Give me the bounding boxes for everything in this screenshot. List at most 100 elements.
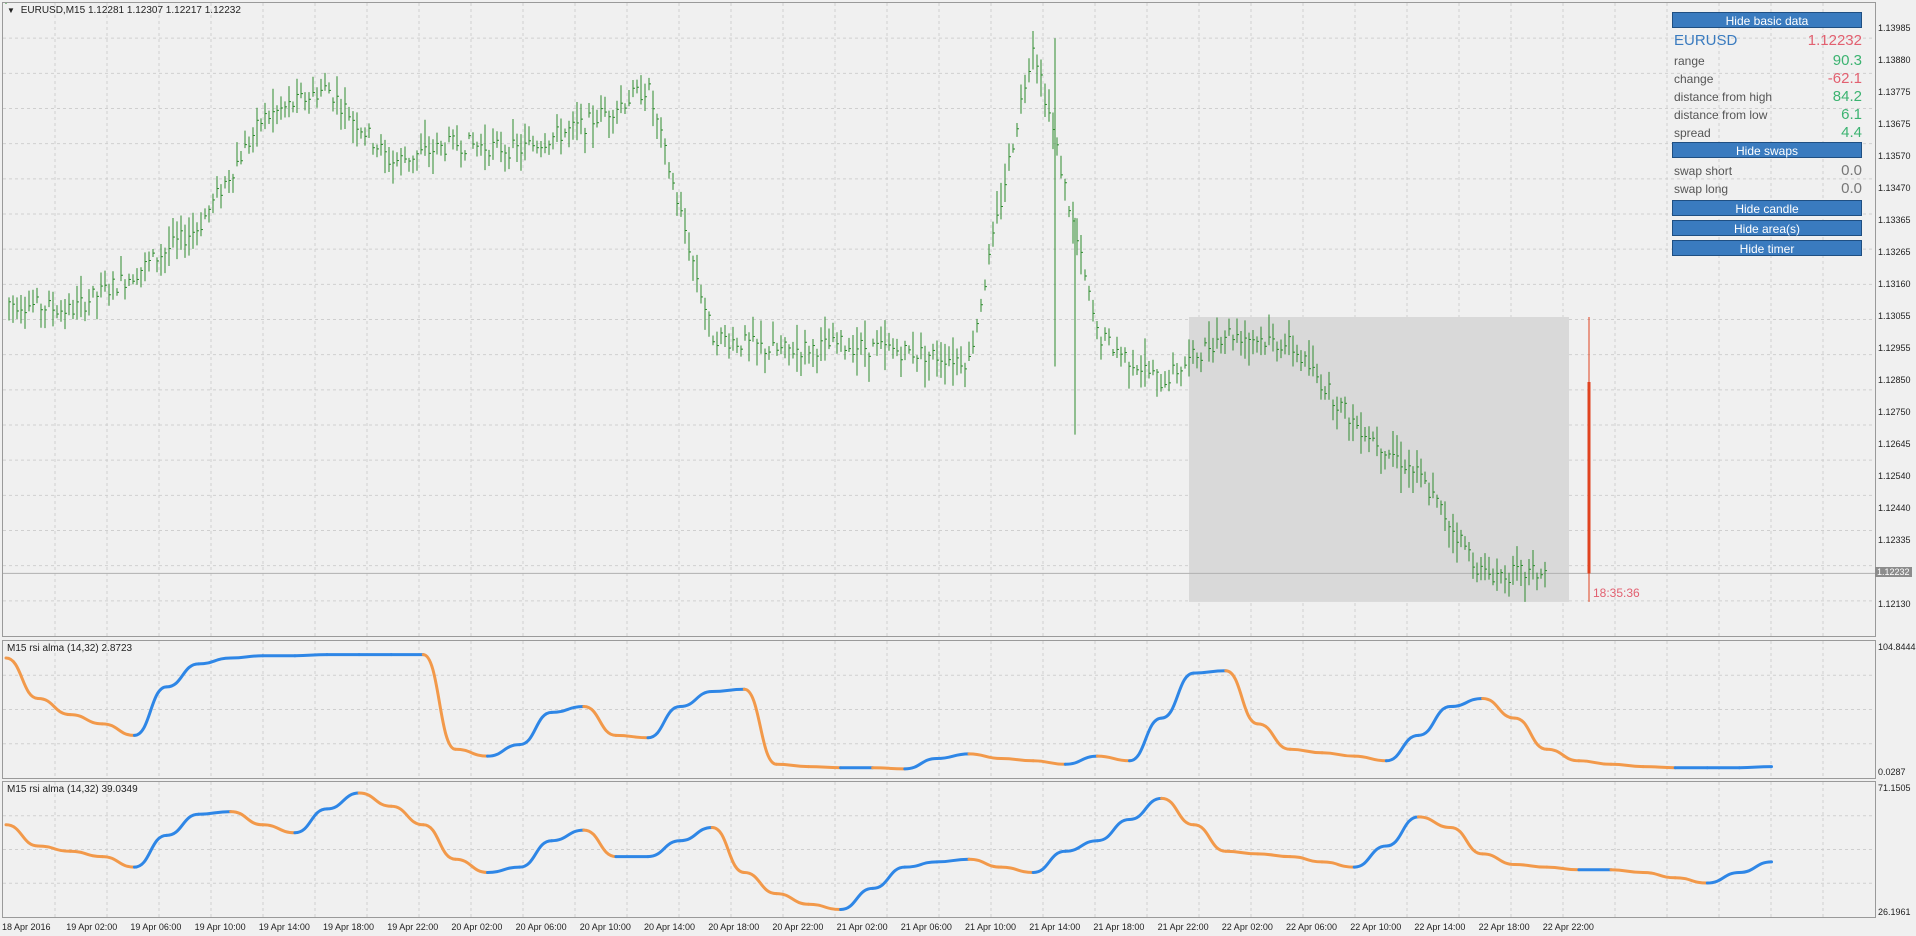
ohlc-values: 1.12281 1.12307 1.12217 1.12232: [87, 5, 241, 16]
rsi-segment: [1609, 762, 1645, 769]
price-tick: 1.12130: [1878, 599, 1911, 609]
info-row-distance-from-high: distance from high 84.2: [1672, 88, 1864, 106]
grid: [3, 782, 1875, 917]
rsi-segment: [999, 756, 1035, 763]
rsi-segment: [710, 687, 746, 694]
rsi-segment: [1737, 860, 1773, 874]
price-tick: 1.12440: [1878, 503, 1911, 513]
price-axis[interactable]: 104.8444 0.0287 71.1505 26.1961 1.13985 1…: [1874, 0, 1916, 920]
hide-areas-button[interactable]: Hide area(s): [1672, 220, 1862, 236]
rsi-segment: [1513, 863, 1549, 869]
swap-value: 0.0: [1841, 180, 1862, 197]
rsi-segment: [839, 886, 875, 912]
price-tick: 1.13675: [1878, 119, 1911, 129]
rsi-segment: [1256, 722, 1292, 751]
rsi-segment: [967, 857, 1003, 869]
current-price: 1.12232: [1807, 32, 1862, 49]
symbol-timeframe: EURUSD,M15: [20, 5, 86, 16]
rsi-segment: [742, 687, 778, 766]
swap-label: swap short: [1674, 164, 1733, 178]
rsi-segment: [678, 690, 714, 709]
rsi-segment: [614, 733, 650, 740]
rsi1-axis-top: 104.8444: [1878, 642, 1916, 652]
rsi-segment: [1320, 751, 1356, 758]
rsi-segment: [1095, 818, 1131, 843]
time-axis[interactable]: 18 Apr 2016 19 Apr 02:00 19 Apr 06:00 19 Ap…: [2, 918, 1874, 936]
rsi-label-1: M15 rsi alma (14,32) 2.8723: [7, 643, 133, 654]
time-tick: 21 Apr 18:00: [1093, 922, 1145, 932]
rsi-segment: [550, 828, 586, 843]
rsi-segment: [1577, 759, 1613, 766]
rsi-segment: [1224, 849, 1260, 856]
price-tick: 1.13775: [1878, 87, 1911, 97]
hide-timer-button[interactable]: Hide timer: [1672, 240, 1862, 256]
rsi1-axis-bottom: 0.0287: [1878, 767, 1906, 777]
time-tick: 21 Apr 14:00: [1029, 922, 1081, 932]
swap-label: swap long: [1674, 182, 1729, 196]
info-row-distance-from-low: distance from low 6.1: [1672, 106, 1864, 124]
rsi-segment: [646, 705, 682, 740]
rsi-chart-2[interactable]: [3, 782, 1875, 917]
hide-swaps-button[interactable]: Hide swaps: [1672, 142, 1862, 158]
price-tick: 1.13570: [1878, 151, 1911, 161]
info-value: 84.2: [1832, 88, 1862, 105]
collapse-triangle-icon[interactable]: ▼: [7, 6, 15, 15]
rsi-segment: [871, 766, 907, 771]
rsi-segment: [1641, 870, 1677, 880]
hide-basic-data-button[interactable]: Hide basic data: [1672, 12, 1862, 28]
time-tick: 21 Apr 02:00: [836, 922, 888, 932]
rsi-segment: [4, 823, 40, 848]
rsi-segment: [132, 685, 168, 737]
rsi-segment: [518, 839, 554, 869]
price-chart-pane[interactable]: ▼ EURUSD,M15 1.12281 1.12307 1.12217 1.1…: [2, 2, 1876, 637]
rsi-segment: [582, 705, 618, 737]
rsi2-axis-bottom: 26.1961: [1878, 907, 1911, 917]
candle-timer: 18:35:36: [1593, 586, 1640, 600]
rsi-segment: [518, 710, 554, 747]
price-tick: 1.12540: [1878, 471, 1911, 481]
rsi-segment: [293, 807, 329, 835]
time-tick: 18 Apr 2016: [2, 922, 51, 932]
time-tick: 19 Apr 18:00: [323, 922, 375, 932]
rsi-chart-1[interactable]: [3, 641, 1875, 778]
price-chart[interactable]: [3, 3, 1875, 636]
price-tick: 1.12850: [1878, 375, 1911, 385]
time-tick: 22 Apr 02:00: [1221, 922, 1273, 932]
rsi-segment: [100, 722, 136, 737]
price-tick: 1.13985: [1878, 23, 1911, 33]
time-tick: 21 Apr 10:00: [965, 922, 1017, 932]
time-tick: 21 Apr 06:00: [900, 922, 952, 932]
info-panel: Hide basic data EURUSD 1.12232 range 90.3…: [1672, 12, 1864, 260]
rsi-segment: [229, 654, 265, 660]
rsi-pane-2[interactable]: M15 rsi alma (14,32) 39.0349: [2, 781, 1876, 918]
rsi-segment: [1641, 765, 1677, 770]
rsi-segment: [1095, 754, 1131, 763]
symbol-row: EURUSD 1.12232: [1672, 32, 1864, 52]
hide-candle-button[interactable]: Hide candle: [1672, 200, 1862, 216]
rsi-segment: [742, 870, 778, 896]
rsi-segment: [999, 865, 1035, 874]
rsi-segment: [4, 656, 40, 700]
rsi-segment: [229, 810, 265, 827]
rsi-segment: [1128, 796, 1164, 822]
rsi-segment: [774, 762, 810, 769]
rsi-pane-1[interactable]: M15 rsi alma (14,32) 2.8723: [2, 640, 1876, 779]
rsi-segment: [1256, 852, 1292, 859]
time-tick: 22 Apr 14:00: [1414, 922, 1466, 932]
rsi-segment: [646, 839, 682, 859]
price-tick: 1.13265: [1878, 247, 1911, 257]
time-tick: 22 Apr 18:00: [1478, 922, 1530, 932]
rsi-segment: [1384, 733, 1420, 763]
rsi-segment: [1513, 716, 1549, 751]
rsi-segment: [453, 857, 489, 874]
rsi-segment: [1705, 870, 1741, 885]
rsi-segment: [197, 656, 233, 666]
rsi-segment: [1384, 815, 1420, 848]
rsi-segment: [807, 765, 843, 770]
info-label: range: [1674, 54, 1705, 68]
rsi-segment: [1192, 669, 1228, 675]
time-tick: 22 Apr 22:00: [1542, 922, 1594, 932]
price-tick: 1.12955: [1878, 343, 1911, 353]
time-tick: 20 Apr 14:00: [644, 922, 696, 932]
rsi-segment: [967, 752, 1003, 760]
